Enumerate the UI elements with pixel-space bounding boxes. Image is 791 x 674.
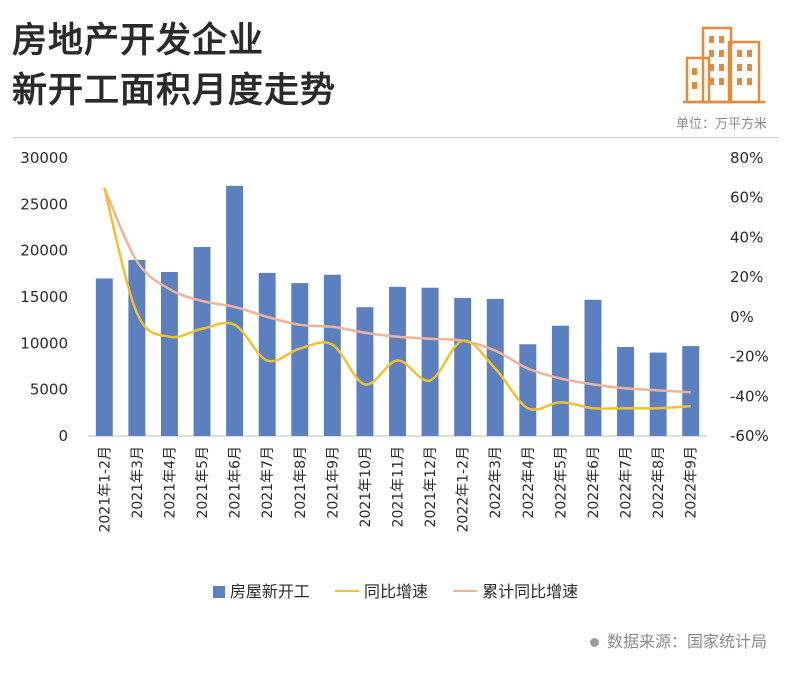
x-tick-label: 2022年8月 [651, 446, 667, 519]
y-right-tick-label: -20% [730, 348, 769, 366]
x-tick-label: 2022年6月 [586, 446, 602, 519]
y-right-tick-label: 0% [730, 308, 754, 326]
y-left-tick-label: 20000 [20, 242, 68, 260]
x-tick-label: 2021年5月 [195, 446, 211, 519]
bar [258, 272, 276, 436]
y-left-tick-label: 30000 [20, 149, 68, 167]
x-tick-label: 2022年5月 [553, 446, 569, 519]
divider [12, 137, 779, 138]
y-right-tick-label: 60% [730, 189, 763, 207]
y-left-tick-label: 15000 [20, 288, 68, 306]
x-tick-label: 2021年8月 [293, 446, 309, 519]
y-left-tick-label: 25000 [20, 195, 68, 213]
legend-label-yoy: 同比增速 [363, 582, 428, 601]
chart: 30000 25000 20000 15000 10000 5000 0 80% 60% 40% 2… [20, 149, 769, 533]
legend-item-cumulative: 累计同比增速 [453, 578, 578, 602]
bar [551, 325, 569, 436]
page-title: 房地产开发企业 新开工面积月度走势 [12, 16, 336, 116]
x-tick-label: 2022年4月 [521, 446, 537, 519]
y-right-tick-label: 40% [730, 228, 763, 246]
series-line-cumulative [103, 187, 691, 394]
y-right-tick-label: 80% [730, 149, 763, 167]
bar [519, 344, 537, 436]
bar [128, 259, 146, 436]
bar [421, 287, 439, 436]
bar [323, 274, 341, 436]
y-left-tick-label: 0 [58, 427, 68, 445]
legend-swatch-bar [212, 586, 225, 598]
source-note: 数据来源：国家统计局 [589, 628, 767, 652]
y-right-tick-label: -40% [730, 387, 769, 405]
x-tick-label: 2022年9月 [684, 446, 700, 519]
series-line-yoy [103, 187, 691, 411]
x-tick-label: 2021年10月 [358, 446, 374, 527]
bar [649, 352, 667, 436]
x-tick-label: 2021年11月 [391, 446, 407, 527]
bullet-icon [589, 638, 599, 647]
y-right-tick-label: -60% [730, 427, 769, 445]
bar [160, 271, 178, 436]
bar [193, 246, 211, 436]
title-line-1: 房地产开发企业 [12, 21, 265, 61]
buildings-icon [683, 26, 765, 104]
x-tick-label: 2021年3月 [130, 446, 146, 519]
bar [291, 283, 309, 436]
x-tick-label: 2021年7月 [260, 446, 276, 519]
bar [356, 307, 374, 436]
legend-item-bar: 房屋新开工 [212, 578, 310, 602]
source-text: 数据来源：国家统计局 [606, 632, 767, 651]
legend-label-cumulative: 累计同比增速 [482, 582, 579, 601]
legend: 房屋新开工 同比增速 累计同比增速 [0, 578, 791, 602]
unit-label: 单位：万平方米 [675, 117, 767, 132]
title-line-2: 新开工面积月度走势 [12, 71, 337, 111]
legend-item-yoy: 同比增速 [334, 578, 428, 602]
x-tick-label: 2021年12月 [423, 446, 439, 527]
bar [682, 346, 700, 436]
y-right-tick-label: 20% [730, 268, 763, 286]
legend-swatch-yoy [334, 590, 359, 592]
x-tick-label: 2021年9月 [325, 446, 341, 519]
x-tick-label: 2022年7月 [619, 446, 635, 519]
bar [617, 347, 635, 436]
x-tick-label: 2022年1-2月 [456, 446, 472, 533]
bar [584, 299, 602, 436]
legend-swatch-cumulative [453, 590, 478, 592]
x-tick-label: 2022年3月 [488, 446, 504, 519]
legend-label-bar: 房屋新开工 [229, 582, 310, 601]
y-left-tick-label: 10000 [20, 334, 68, 352]
bar [95, 278, 113, 436]
x-tick-label: 2021年6月 [228, 446, 244, 519]
y-left-tick-label: 5000 [30, 381, 68, 399]
bar [226, 185, 244, 436]
x-tick-label: 2021年4月 [162, 446, 178, 519]
x-tick-label: 2021年1-2月 [97, 446, 113, 533]
bar [454, 297, 472, 436]
